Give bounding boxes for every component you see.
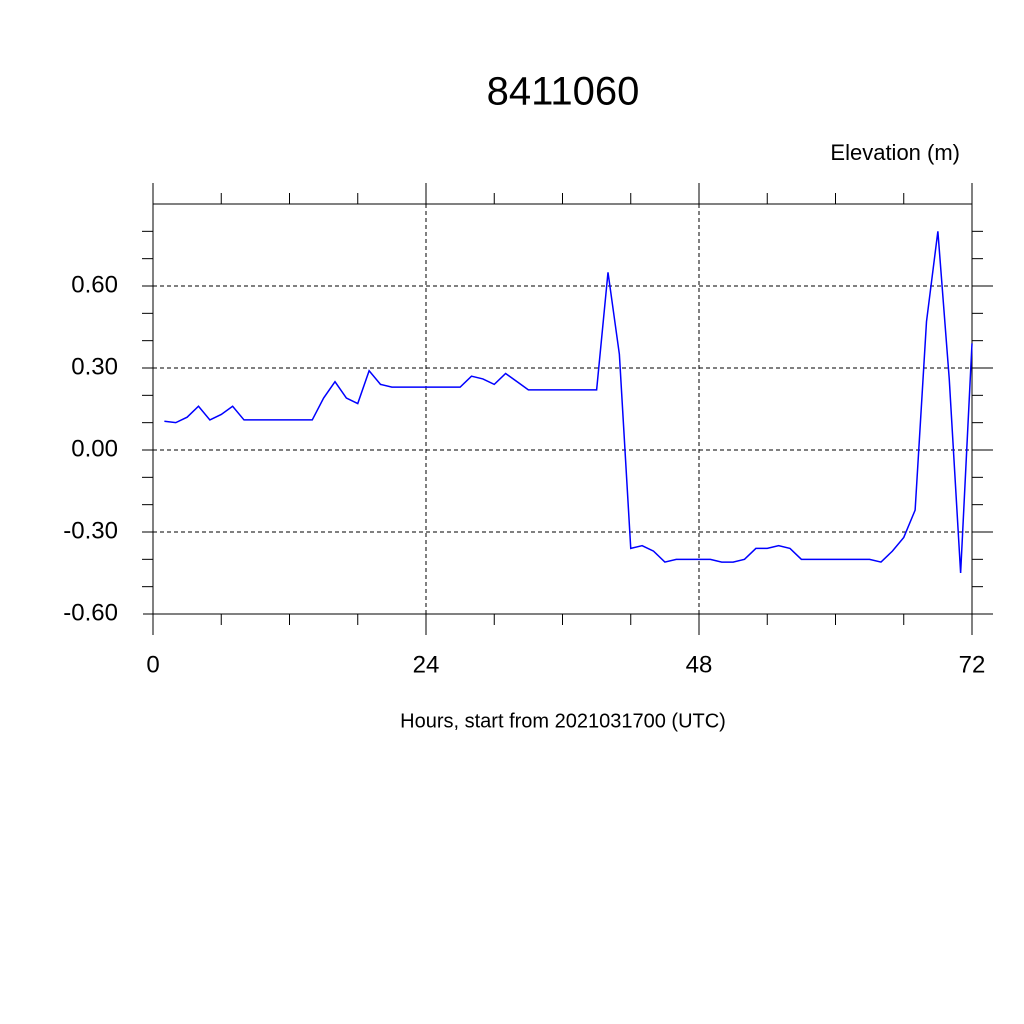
- y-axis-label: Elevation (m): [830, 140, 960, 165]
- y-tick-label: -0.60: [63, 599, 118, 626]
- y-tick-label: 0.30: [71, 353, 118, 380]
- x-tick-label: 72: [959, 651, 986, 678]
- y-tick-label: 0.00: [71, 435, 118, 462]
- y-tick-label: 0.60: [71, 271, 118, 298]
- x-tick-label: 48: [686, 651, 713, 678]
- plot-frame: [152, 203, 973, 615]
- chart-title: 8411060: [487, 70, 640, 114]
- x-tick-label: 24: [413, 651, 440, 678]
- data-line: [164, 231, 973, 574]
- x-tick-label: 0: [146, 651, 159, 678]
- x-axis-label: Hours, start from 2021031700 (UTC): [400, 710, 726, 732]
- y-tick-label: -0.30: [63, 517, 118, 544]
